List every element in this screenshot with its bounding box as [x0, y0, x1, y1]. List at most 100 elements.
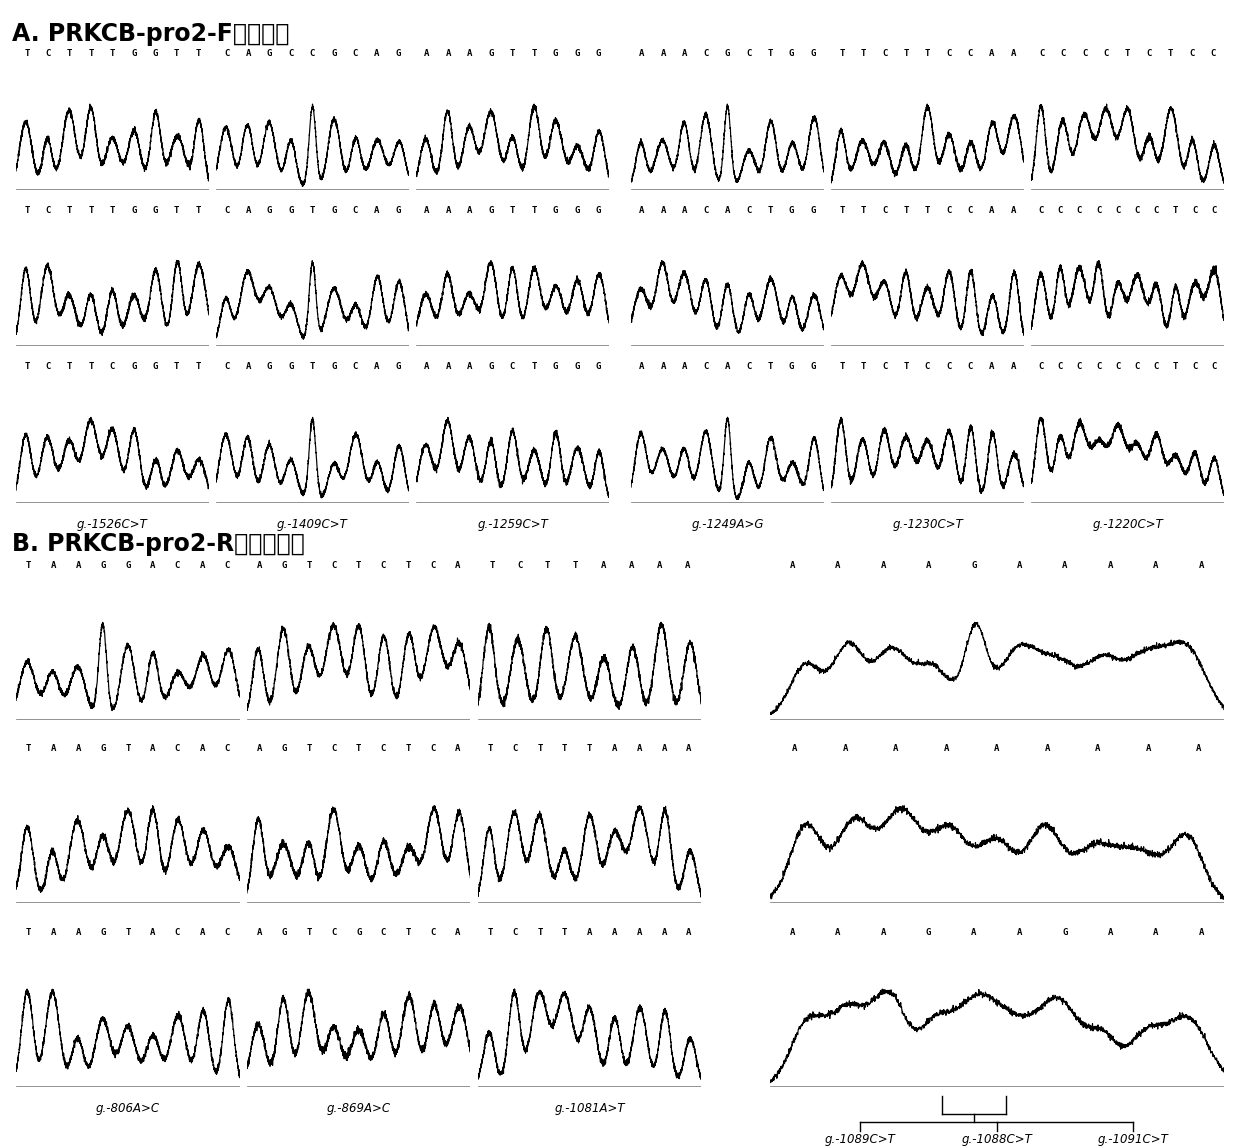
Text: A: A: [76, 562, 81, 570]
Text: A: A: [926, 562, 931, 570]
Text: G: G: [267, 205, 273, 214]
Text: G: G: [281, 562, 286, 570]
Text: A: A: [1095, 745, 1100, 753]
Text: g.-1088C>T: g.-1088C>T: [961, 1133, 1032, 1146]
Text: G: G: [574, 49, 579, 58]
Text: T: T: [405, 928, 412, 936]
Text: G: G: [153, 362, 157, 371]
Text: C: C: [1211, 205, 1216, 214]
Text: T: T: [174, 362, 180, 371]
Text: T: T: [839, 205, 844, 214]
Text: A: A: [467, 362, 472, 371]
Text: C: C: [1076, 205, 1083, 214]
Text: C: C: [331, 745, 336, 753]
Text: T: T: [510, 205, 516, 214]
Text: A: A: [1153, 928, 1158, 936]
Text: A: A: [200, 745, 205, 753]
Text: T: T: [125, 928, 130, 936]
Text: C: C: [381, 562, 386, 570]
Text: A: A: [455, 562, 461, 570]
Text: T: T: [573, 562, 578, 570]
Text: A: A: [661, 928, 667, 936]
Text: A: A: [944, 745, 949, 753]
Text: A: A: [200, 928, 205, 936]
Text: A: A: [1153, 562, 1158, 570]
Text: A: A: [790, 928, 795, 936]
Text: T: T: [196, 49, 201, 58]
Text: A: A: [994, 745, 999, 753]
Text: C: C: [224, 745, 229, 753]
Text: T: T: [67, 49, 72, 58]
Text: C: C: [1153, 362, 1159, 371]
Text: T: T: [768, 49, 773, 58]
Text: C: C: [310, 49, 315, 58]
Text: A: A: [880, 928, 885, 936]
Text: A: A: [51, 745, 56, 753]
Polygon shape: [109, 13, 124, 40]
Text: A: A: [724, 362, 730, 371]
Text: C: C: [109, 362, 115, 371]
Text: G: G: [574, 362, 579, 371]
Text: A: A: [661, 362, 666, 371]
Text: T: T: [537, 745, 543, 753]
Text: T: T: [306, 745, 311, 753]
Text: G: G: [553, 49, 558, 58]
Text: A: A: [661, 49, 666, 58]
Text: C: C: [175, 562, 180, 570]
Text: C: C: [175, 745, 180, 753]
Text: C: C: [175, 928, 180, 936]
Polygon shape: [345, 519, 363, 549]
Text: g.-1081A>T: g.-1081A>T: [554, 1102, 625, 1115]
Text: T: T: [125, 745, 130, 753]
Text: G: G: [153, 49, 157, 58]
Text: C: C: [746, 49, 751, 58]
Polygon shape: [281, 13, 298, 40]
Text: C: C: [1039, 49, 1044, 58]
Text: G: G: [595, 49, 601, 58]
Text: T: T: [487, 928, 494, 936]
Text: C: C: [381, 745, 386, 753]
Text: A: A: [445, 362, 451, 371]
Text: A: A: [374, 49, 379, 58]
Text: A: A: [1017, 928, 1022, 936]
Text: G: G: [595, 205, 601, 214]
Text: T: T: [531, 205, 537, 214]
Text: A: A: [424, 49, 429, 58]
Text: A: A: [1011, 49, 1016, 58]
Text: G: G: [595, 362, 601, 371]
Text: A: A: [686, 928, 692, 936]
Text: C: C: [1153, 205, 1159, 214]
Text: T: T: [67, 205, 72, 214]
Text: G: G: [553, 205, 558, 214]
Text: C: C: [1060, 49, 1066, 58]
Text: G: G: [267, 49, 273, 58]
Text: T: T: [306, 562, 311, 570]
Text: T: T: [196, 205, 201, 214]
Text: G: G: [553, 362, 558, 371]
Text: T: T: [537, 928, 543, 936]
Text: T: T: [26, 745, 31, 753]
Text: G: G: [100, 745, 105, 753]
Text: A: A: [990, 49, 994, 58]
Text: A: A: [661, 745, 667, 753]
Polygon shape: [924, 519, 960, 549]
Text: A: A: [76, 928, 81, 936]
Text: T: T: [26, 562, 31, 570]
Text: A: A: [257, 745, 262, 753]
Text: T: T: [310, 362, 315, 371]
Text: C: C: [967, 362, 973, 371]
Text: A: A: [611, 928, 618, 936]
Text: A: A: [257, 928, 262, 936]
Text: C: C: [882, 205, 888, 214]
Text: A: A: [445, 205, 451, 214]
Text: T: T: [109, 205, 115, 214]
Text: G: G: [811, 362, 816, 371]
Polygon shape: [1105, 13, 1120, 40]
Text: C: C: [381, 928, 386, 936]
Text: G: G: [281, 928, 286, 936]
Text: G: G: [489, 362, 494, 371]
Text: A: A: [990, 362, 994, 371]
Text: A: A: [51, 562, 56, 570]
Text: T: T: [925, 205, 930, 214]
Text: A: A: [1199, 928, 1204, 936]
